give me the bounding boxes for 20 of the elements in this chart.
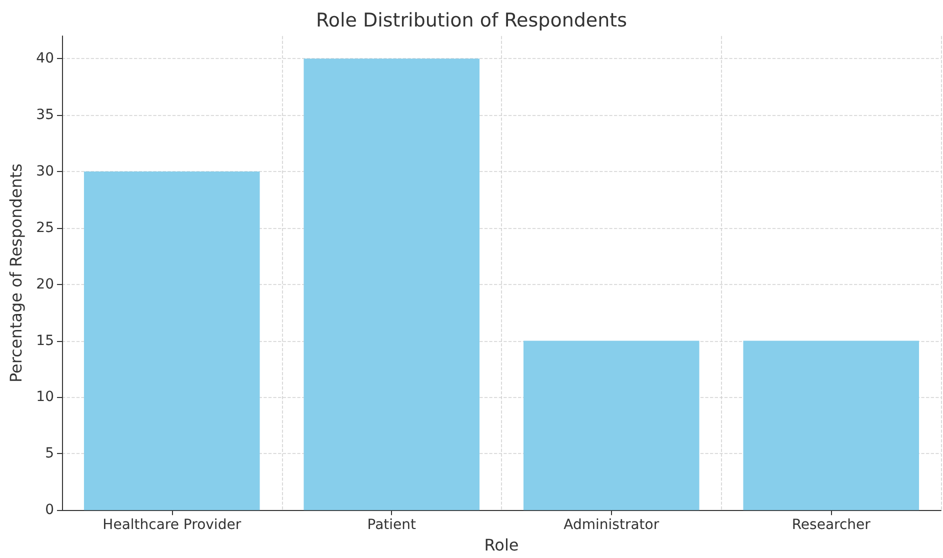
y-tick-label: 25 [36, 220, 54, 236]
y-tick-label: 5 [45, 446, 54, 462]
y-tick-label: 20 [36, 276, 54, 292]
y-axis-title: Percentage of Respondents [6, 164, 26, 383]
bar [84, 171, 260, 510]
y-tick-label: 15 [36, 332, 54, 349]
x-axis-title: Role [484, 536, 519, 554]
y-tick-label: 30 [36, 163, 54, 180]
bar [743, 340, 920, 510]
bar [523, 340, 700, 510]
y-tick-label: 40 [36, 50, 54, 67]
y-tick-label: 0 [45, 502, 54, 518]
x-tick-label: Researcher [792, 517, 871, 534]
x-tick-label: Healthcare Provider [102, 517, 242, 534]
y-tick-label: 35 [36, 107, 54, 124]
x-tick-label: Administrator [564, 517, 660, 534]
bar [304, 58, 480, 510]
x-tick-label: Patient [367, 517, 417, 534]
chart-title: Role Distribution of Respondents [316, 10, 628, 32]
y-tick-label: 10 [36, 389, 54, 406]
